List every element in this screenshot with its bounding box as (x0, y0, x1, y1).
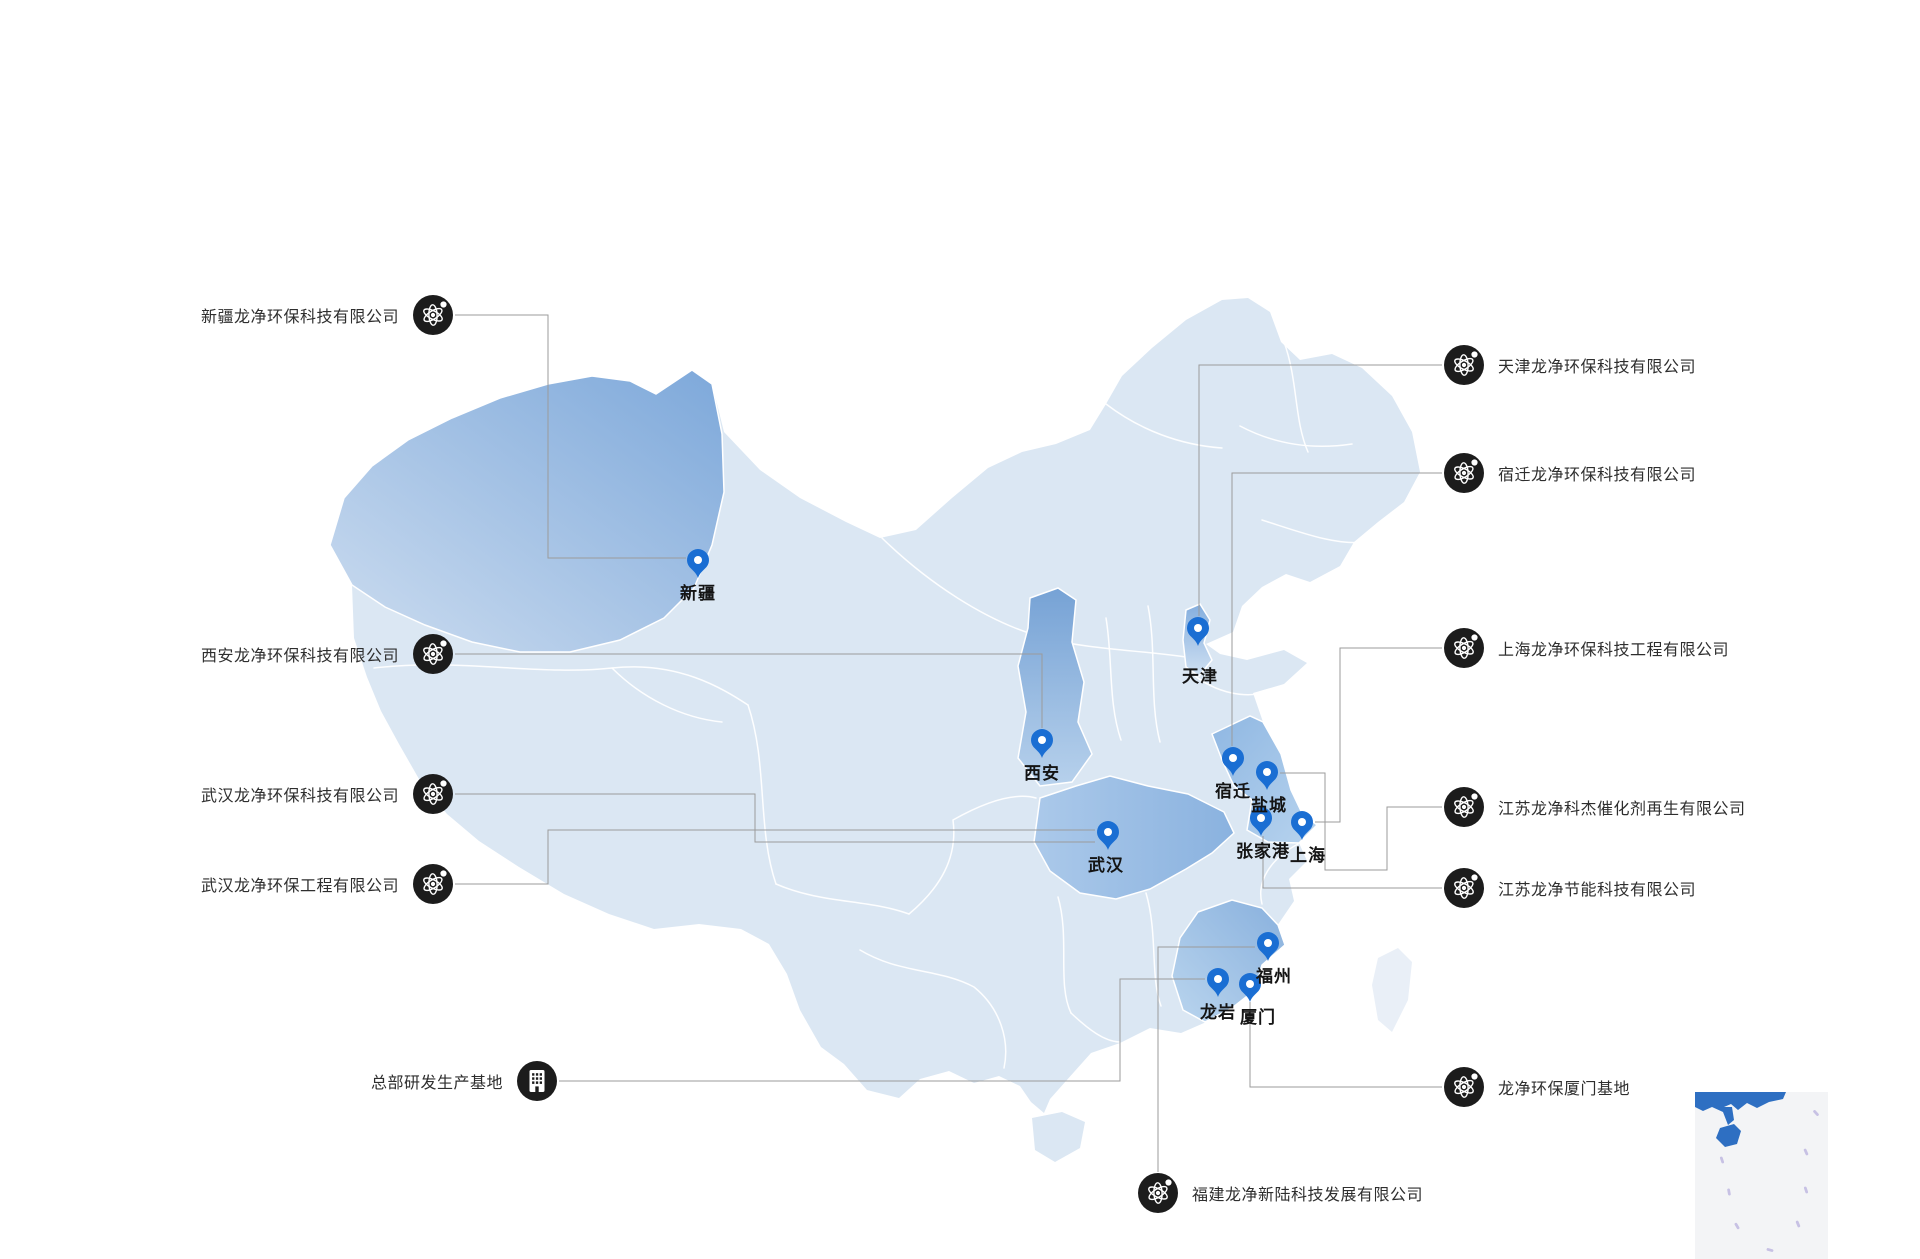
hainan-island (1032, 1112, 1085, 1162)
pin-dot (1214, 975, 1222, 983)
connector-fujian-xinlu (1157, 946, 1255, 1172)
nine-dash-segment (1734, 1222, 1740, 1230)
connector-wuhan-gongcheng (455, 829, 1095, 885)
inset-hainan (1716, 1124, 1741, 1147)
map-pin-zhangjiagang (1250, 807, 1272, 836)
connector-jiangsu-kejie (1280, 772, 1442, 871)
map-pin-fuzhou (1257, 932, 1279, 961)
pin-dot (694, 556, 702, 564)
connector-xinjiang (455, 314, 686, 559)
connector-wuhan-keji (455, 793, 1095, 843)
nine-dash-segment (1766, 1248, 1774, 1252)
taiwan-island (1372, 948, 1412, 1032)
map-pin-wuhan (1097, 821, 1119, 850)
map-pin-shanghai (1291, 811, 1313, 840)
inset-coastline (1695, 1092, 1786, 1125)
map-pins (687, 549, 1313, 1002)
province-hubei (1033, 775, 1235, 900)
pin-dot (1246, 980, 1254, 988)
pin-dot (1038, 736, 1046, 744)
connector-suqian (1231, 472, 1442, 746)
connector-xiamen-base (1249, 1002, 1442, 1088)
province-xinjiang (329, 369, 725, 653)
nine-dash-segment (1803, 1186, 1809, 1194)
pin-dot (1264, 939, 1272, 947)
nine-dash-segment (1727, 1188, 1731, 1196)
pin-dot (1194, 624, 1202, 632)
map-pin-tianjin (1187, 617, 1209, 646)
pin-dot (1257, 814, 1265, 822)
map-pin-xian (1031, 729, 1053, 758)
pin-dot (1229, 754, 1237, 762)
map-pin-yancheng (1256, 761, 1278, 790)
nine-dash-segment (1803, 1148, 1809, 1156)
connector-shanghai (1315, 647, 1442, 823)
connector-headquarters (559, 978, 1205, 1082)
nine-dash-line (1719, 1110, 1819, 1252)
map-pin-longyan (1207, 968, 1229, 997)
pin-dot (1263, 768, 1271, 776)
map-pin-xinjiang (687, 549, 709, 578)
connector-lines (455, 314, 1442, 1172)
pin-dot (1298, 818, 1306, 826)
connector-xian (455, 653, 1043, 728)
map-pin-suqian (1222, 747, 1244, 776)
pin-dot (1104, 828, 1112, 836)
nine-dash-segment (1813, 1110, 1819, 1116)
connector-jiangsu-jieneng (1262, 836, 1442, 889)
nine-dash-segment (1795, 1220, 1801, 1228)
south-china-sea-inset (1695, 1092, 1828, 1259)
nine-dash-segment (1719, 1156, 1725, 1164)
connector-tianjin (1198, 364, 1442, 616)
map-pin-xiamen (1239, 973, 1261, 1002)
